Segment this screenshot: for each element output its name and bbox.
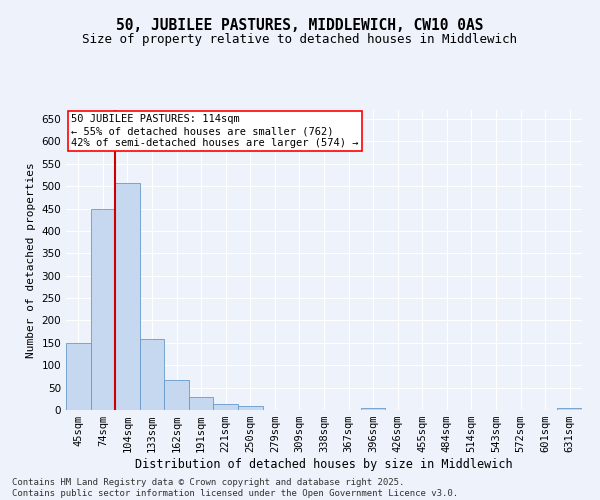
Bar (66, 343, 91, 410)
Bar (361, 408, 385, 410)
Text: 50 JUBILEE PASTURES: 114sqm
← 55% of detached houses are smaller (762)
42% of se: 50 JUBILEE PASTURES: 114sqm ← 55% of det… (71, 114, 359, 148)
Y-axis label: Number of detached properties: Number of detached properties (26, 162, 36, 358)
Bar (238, 406, 263, 410)
Bar (189, 396, 214, 410)
Text: Size of property relative to detached houses in Middlewich: Size of property relative to detached ho… (83, 32, 517, 46)
Text: Contains HM Land Registry data © Crown copyright and database right 2025.
Contai: Contains HM Land Registry data © Crown c… (12, 478, 458, 498)
Bar (214, 404, 238, 410)
Bar (164, 380, 189, 410)
Bar (140, 340, 164, 410)
Bar (91, 208, 115, 410)
X-axis label: Distribution of detached houses by size in Middlewich: Distribution of detached houses by size … (135, 458, 513, 471)
Text: 50, JUBILEE PASTURES, MIDDLEWICH, CW10 0AS: 50, JUBILEE PASTURES, MIDDLEWICH, CW10 0… (116, 18, 484, 32)
Bar (115, 183, 140, 410)
Bar (557, 408, 582, 410)
